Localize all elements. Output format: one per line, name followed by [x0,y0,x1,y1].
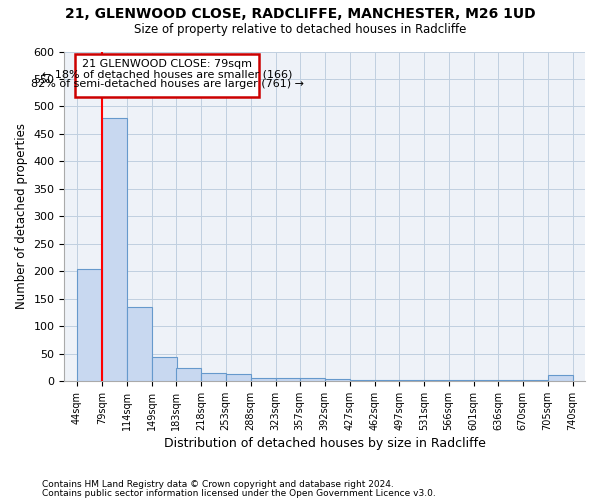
Bar [102,118,127,381]
Text: 21, GLENWOOD CLOSE, RADCLIFFE, MANCHESTER, M26 1UD: 21, GLENWOOD CLOSE, RADCLIFFE, MANCHESTE… [65,8,535,22]
Bar [300,378,325,381]
Text: Size of property relative to detached houses in Radcliffe: Size of property relative to detached ho… [134,22,466,36]
Bar [226,374,251,381]
Bar [127,307,152,381]
Text: 21 GLENWOOD CLOSE: 79sqm: 21 GLENWOOD CLOSE: 79sqm [82,59,253,69]
Y-axis label: Number of detached properties: Number of detached properties [15,123,28,309]
Bar [275,378,301,381]
Bar [201,372,226,381]
Bar [350,380,374,381]
Bar [499,380,523,381]
Bar [548,376,572,381]
X-axis label: Distribution of detached houses by size in Radcliffe: Distribution of detached houses by size … [164,437,485,450]
Bar [152,358,176,381]
Text: Contains HM Land Registry data © Crown copyright and database right 2024.: Contains HM Land Registry data © Crown c… [42,480,394,489]
Bar [424,380,449,381]
Bar [176,368,201,381]
Bar [77,270,102,381]
Bar [449,380,473,381]
Bar [374,380,400,381]
Bar [400,380,424,381]
Text: Contains public sector information licensed under the Open Government Licence v3: Contains public sector information licen… [42,488,436,498]
FancyBboxPatch shape [76,54,259,96]
Bar [473,380,499,381]
Text: ← 18% of detached houses are smaller (166): ← 18% of detached houses are smaller (16… [42,69,292,79]
Bar [325,380,350,381]
Bar [251,378,275,381]
Text: 82% of semi-detached houses are larger (761) →: 82% of semi-detached houses are larger (… [31,79,304,89]
Bar [523,380,548,381]
